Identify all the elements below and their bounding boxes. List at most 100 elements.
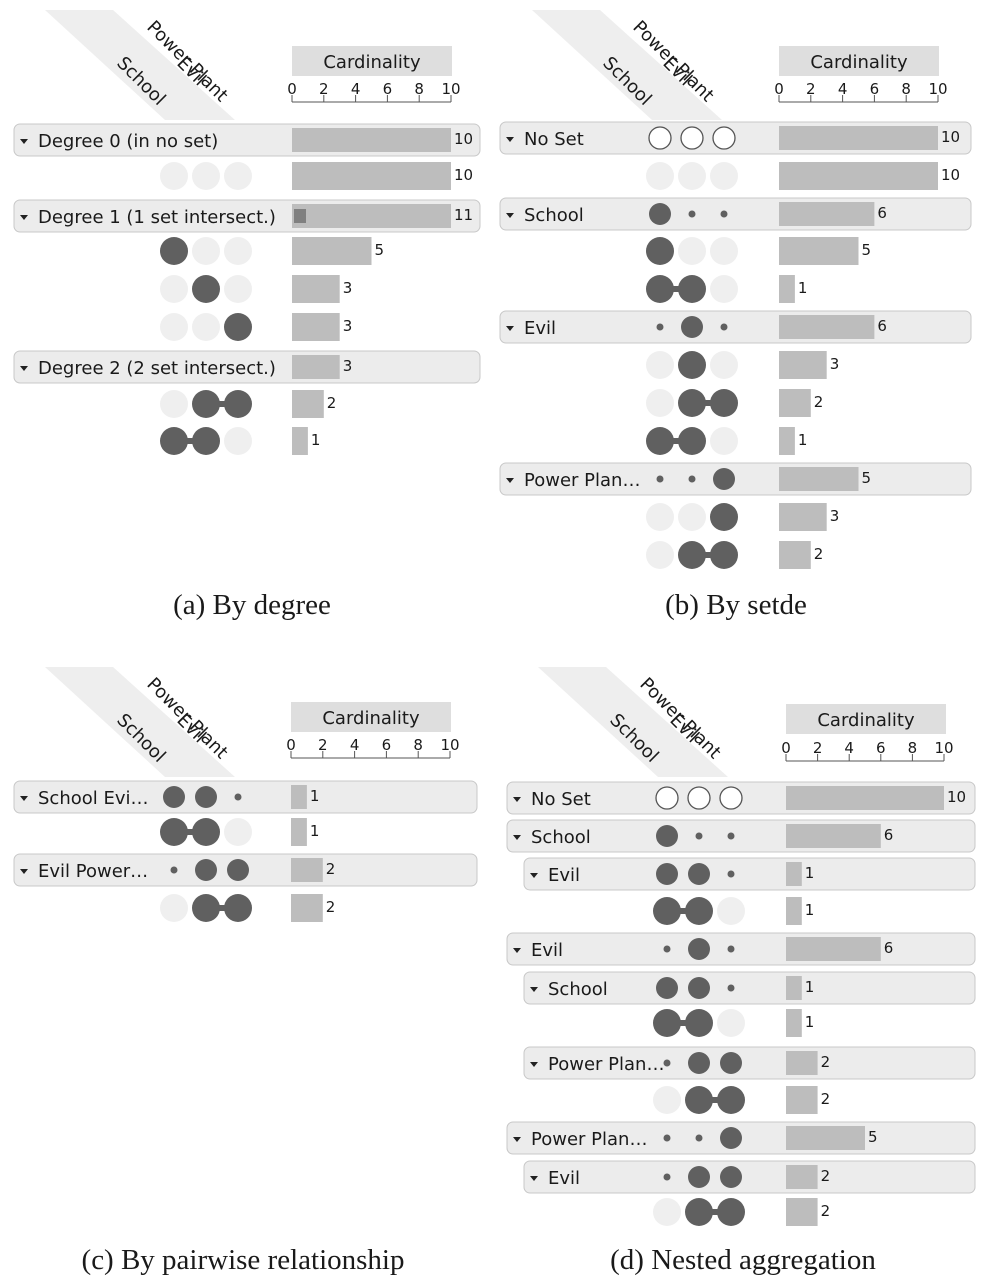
axis-tick-label: 0 bbox=[781, 739, 791, 757]
cardinality-bar bbox=[779, 126, 938, 150]
subset-row[interactable]: 2 bbox=[160, 390, 336, 418]
group-header-bg bbox=[506, 932, 976, 966]
group-label: Evil bbox=[531, 940, 563, 961]
cardinality-bar bbox=[779, 275, 795, 303]
group-row[interactable]: Evil 6 bbox=[499, 310, 972, 344]
set-label-band bbox=[532, 10, 722, 120]
expand-caret-icon[interactable] bbox=[20, 366, 28, 371]
filled-dot-icon bbox=[685, 1086, 713, 1114]
subset-row[interactable]: 10 bbox=[160, 162, 473, 190]
empty-dot-icon bbox=[653, 1086, 681, 1114]
subset-row[interactable]: 2 bbox=[160, 894, 335, 922]
filled-dot-icon bbox=[653, 897, 681, 925]
bar-value-label: 6 bbox=[884, 939, 894, 957]
group-row[interactable]: Power Plan… 2 bbox=[523, 1046, 976, 1080]
group-row[interactable]: Power Plan… 5 bbox=[506, 1121, 976, 1155]
filled-dot-icon bbox=[163, 786, 185, 808]
group-row[interactable]: Degree 0 (in no set) 10 bbox=[13, 123, 481, 157]
subset-row[interactable]: 1 bbox=[653, 1009, 814, 1037]
expand-caret-icon[interactable] bbox=[530, 987, 538, 992]
axis-tick-label: 6 bbox=[876, 739, 886, 757]
expand-caret-icon[interactable] bbox=[530, 1176, 538, 1181]
group-row[interactable]: No Set 10 bbox=[499, 121, 972, 155]
expand-caret-icon[interactable] bbox=[506, 326, 514, 331]
cardinality-bar bbox=[786, 937, 881, 961]
bar-value-label: 2 bbox=[821, 1202, 831, 1220]
cardinality-bar bbox=[291, 785, 307, 809]
expand-caret-icon[interactable] bbox=[530, 873, 538, 878]
expand-caret-icon[interactable] bbox=[20, 215, 28, 220]
bar-value-label: 5 bbox=[868, 1128, 878, 1146]
group-row[interactable]: School 6 bbox=[499, 197, 972, 231]
subset-row[interactable]: 3 bbox=[646, 503, 839, 531]
expand-caret-icon[interactable] bbox=[20, 139, 28, 144]
filled-dot-icon bbox=[678, 389, 706, 417]
subset-row[interactable]: 1 bbox=[653, 897, 814, 925]
subset-row[interactable]: 3 bbox=[160, 313, 352, 341]
filled-dot-icon bbox=[688, 863, 710, 885]
outline-dot-icon bbox=[712, 126, 736, 150]
expand-caret-icon[interactable] bbox=[20, 796, 28, 801]
group-label: No Set bbox=[531, 789, 591, 810]
group-header-bg bbox=[13, 350, 481, 384]
group-row[interactable]: No Set 10 bbox=[506, 781, 976, 815]
outline-dot-icon bbox=[680, 126, 704, 150]
expand-caret-icon[interactable] bbox=[506, 478, 514, 483]
set-label-band bbox=[45, 10, 235, 120]
expand-caret-icon[interactable] bbox=[506, 213, 514, 218]
subset-row[interactable]: 10 bbox=[646, 162, 960, 190]
filled-dot-icon bbox=[685, 897, 713, 925]
expand-caret-icon[interactable] bbox=[506, 137, 514, 142]
group-row[interactable]: Evil 1 bbox=[523, 857, 976, 891]
axis-tick-label: 6 bbox=[870, 80, 880, 98]
small-dot-icon bbox=[234, 793, 242, 801]
cardinality-bar bbox=[292, 162, 451, 190]
cardinality-bar bbox=[292, 204, 451, 228]
empty-dot-icon bbox=[160, 390, 188, 418]
empty-dot-icon bbox=[710, 427, 738, 455]
empty-dot-icon bbox=[646, 351, 674, 379]
group-row[interactable]: Evil 2 bbox=[523, 1160, 976, 1194]
cardinality-bar bbox=[291, 818, 307, 846]
group-row[interactable]: Degree 2 (2 set intersect.) 3 bbox=[13, 350, 481, 384]
expand-caret-icon[interactable] bbox=[513, 797, 521, 802]
expand-caret-icon[interactable] bbox=[530, 1062, 538, 1067]
expand-caret-icon[interactable] bbox=[513, 1137, 521, 1142]
subset-row[interactable]: 5 bbox=[160, 237, 384, 265]
group-label: School bbox=[524, 205, 584, 226]
group-row[interactable]: School 6 bbox=[506, 819, 976, 853]
expand-caret-icon[interactable] bbox=[513, 835, 521, 840]
subset-row[interactable]: 2 bbox=[653, 1198, 830, 1226]
filled-dot-icon bbox=[646, 275, 674, 303]
group-label: Evil Power… bbox=[38, 861, 148, 882]
small-dot-icon bbox=[720, 210, 728, 218]
subset-row[interactable]: 3 bbox=[160, 275, 352, 303]
cardinality-bar bbox=[779, 202, 875, 226]
filled-dot-icon bbox=[224, 313, 252, 341]
subset-row[interactable]: 1 bbox=[160, 818, 319, 846]
group-row[interactable]: Power Plan… 5 bbox=[499, 462, 972, 496]
subset-row[interactable]: 1 bbox=[646, 275, 807, 303]
empty-dot-icon bbox=[646, 541, 674, 569]
empty-dot-icon bbox=[224, 237, 252, 265]
empty-dot-icon bbox=[160, 894, 188, 922]
subset-row[interactable]: 2 bbox=[646, 541, 823, 569]
bar-value-label: 3 bbox=[830, 507, 840, 525]
cardinality-bar bbox=[779, 389, 811, 417]
group-row[interactable]: Evil Power… 2 bbox=[13, 853, 478, 887]
subset-row[interactable]: 1 bbox=[646, 427, 807, 455]
cardinality-bar bbox=[786, 1126, 865, 1150]
subset-row[interactable]: 2 bbox=[653, 1086, 830, 1114]
subset-row[interactable]: 2 bbox=[646, 389, 823, 417]
small-dot-icon bbox=[656, 323, 664, 331]
group-row[interactable]: Degree 1 (1 set intersect.) 11 bbox=[13, 199, 481, 233]
group-row[interactable]: School Evi… 1 bbox=[13, 780, 478, 814]
group-row[interactable]: School 1 bbox=[523, 971, 976, 1005]
subset-row[interactable]: 1 bbox=[160, 427, 320, 455]
group-row[interactable]: Evil 6 bbox=[506, 932, 976, 966]
expand-caret-icon[interactable] bbox=[513, 948, 521, 953]
subset-row[interactable]: 3 bbox=[646, 351, 839, 379]
subset-row[interactable]: 5 bbox=[646, 237, 871, 265]
bar-value-label: 2 bbox=[327, 394, 337, 412]
expand-caret-icon[interactable] bbox=[20, 869, 28, 874]
